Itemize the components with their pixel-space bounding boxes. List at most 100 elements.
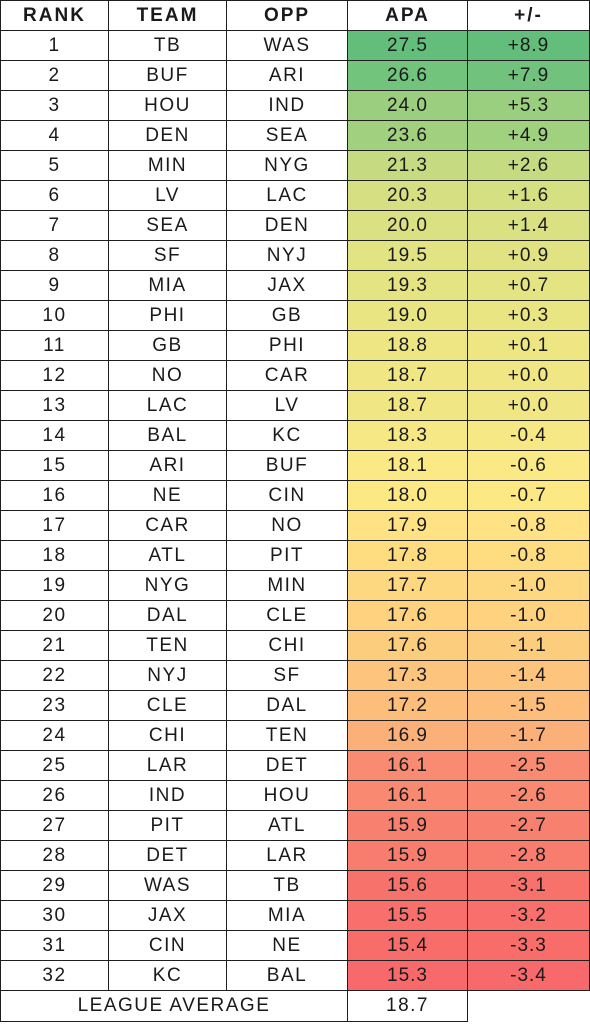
apa-cell: 23.6 (347, 120, 468, 151)
plus-minus-cell: -1.7 (467, 720, 590, 751)
apa-cell: 27.5 (347, 30, 468, 61)
table-row: 21 TEN CHI 17.6 -1.1 (0, 630, 590, 661)
team-cell: MIN (108, 150, 227, 181)
opp-cell: HOU (226, 780, 348, 811)
opp-cell: BAL (226, 960, 348, 991)
plus-minus-cell: -0.4 (467, 420, 590, 451)
rank-cell: 23 (0, 690, 109, 721)
opp-cell: LAC (226, 180, 348, 211)
team-cell: ARI (108, 450, 227, 481)
team-cell: SEA (108, 210, 227, 241)
apa-cell: 18.3 (347, 420, 468, 451)
opp-cell: BUF (226, 450, 348, 481)
plus-minus-cell: +5.3 (467, 90, 590, 121)
team-cell: IND (108, 780, 227, 811)
opp-cell: TEN (226, 720, 348, 751)
league-average-label: LEAGUE AVERAGE (0, 990, 348, 1022)
table-body: 1 TB WAS 27.5 +8.9 2 BUF ARI 26.6 +7.9 3 HOU IND 24.0… (0, 30, 590, 991)
team-cell: CIN (108, 930, 227, 961)
rank-cell: 2 (0, 60, 109, 91)
rank-cell: 13 (0, 390, 109, 421)
team-cell: WAS (108, 870, 227, 901)
opp-cell: LV (226, 390, 348, 421)
table-row: 17 CAR NO 17.9 -0.8 (0, 510, 590, 541)
table-row: 2 BUF ARI 26.6 +7.9 (0, 60, 590, 91)
header-team: TEAM (108, 0, 227, 31)
team-cell: LAR (108, 750, 227, 781)
plus-minus-cell: +8.9 (467, 30, 590, 61)
league-average-empty (467, 990, 590, 1022)
table-row: 24 CHI TEN 16.9 -1.7 (0, 720, 590, 751)
rank-cell: 22 (0, 660, 109, 691)
table-row: 7 SEA DEN 20.0 +1.4 (0, 210, 590, 241)
rank-cell: 9 (0, 270, 109, 301)
rank-cell: 1 (0, 30, 109, 61)
opp-cell: KC (226, 420, 348, 451)
apa-cell: 17.6 (347, 600, 468, 631)
team-cell: DET (108, 840, 227, 871)
apa-cell: 16.9 (347, 720, 468, 751)
team-cell: GB (108, 330, 227, 361)
team-cell: MIA (108, 270, 227, 301)
plus-minus-cell: -0.8 (467, 510, 590, 541)
rank-cell: 27 (0, 810, 109, 841)
opp-cell: TB (226, 870, 348, 901)
opp-cell: GB (226, 300, 348, 331)
rank-cell: 10 (0, 300, 109, 331)
table-row: 30 JAX MIA 15.5 -3.2 (0, 900, 590, 931)
header-row: RANK TEAM OPP APA +/- (0, 0, 590, 31)
table-row: 11 GB PHI 18.8 +0.1 (0, 330, 590, 361)
apa-cell: 17.3 (347, 660, 468, 691)
plus-minus-cell: +4.9 (467, 120, 590, 151)
league-average-row: LEAGUE AVERAGE 18.7 (0, 990, 590, 1022)
plus-minus-cell: -3.4 (467, 960, 590, 991)
apa-cell: 16.1 (347, 780, 468, 811)
plus-minus-cell: -2.6 (467, 780, 590, 811)
opp-cell: ARI (226, 60, 348, 91)
rank-cell: 8 (0, 240, 109, 271)
plus-minus-cell: +7.9 (467, 60, 590, 91)
opp-cell: NO (226, 510, 348, 541)
rank-cell: 25 (0, 750, 109, 781)
opp-cell: NYJ (226, 240, 348, 271)
league-average-value: 18.7 (347, 990, 468, 1022)
apa-cell: 15.9 (347, 840, 468, 871)
table-row: 25 LAR DET 16.1 -2.5 (0, 750, 590, 781)
table-row: 23 CLE DAL 17.2 -1.5 (0, 690, 590, 721)
rank-cell: 18 (0, 540, 109, 571)
team-cell: LAC (108, 390, 227, 421)
apa-cell: 17.7 (347, 570, 468, 601)
opp-cell: JAX (226, 270, 348, 301)
team-cell: NE (108, 480, 227, 511)
apa-cell: 18.7 (347, 390, 468, 421)
plus-minus-cell: -3.2 (467, 900, 590, 931)
table-row: 4 DEN SEA 23.6 +4.9 (0, 120, 590, 151)
table-row: 1 TB WAS 27.5 +8.9 (0, 30, 590, 61)
team-cell: CHI (108, 720, 227, 751)
plus-minus-cell: -2.8 (467, 840, 590, 871)
rank-cell: 29 (0, 870, 109, 901)
rank-cell: 5 (0, 150, 109, 181)
apa-cell: 21.3 (347, 150, 468, 181)
plus-minus-cell: +0.7 (467, 270, 590, 301)
plus-minus-cell: -0.6 (467, 450, 590, 481)
rank-cell: 16 (0, 480, 109, 511)
apa-cell: 17.8 (347, 540, 468, 571)
team-cell: CLE (108, 690, 227, 721)
plus-minus-cell: -1.5 (467, 690, 590, 721)
header-rank: RANK (0, 0, 109, 31)
plus-minus-cell: +2.6 (467, 150, 590, 181)
table-row: 27 PIT ATL 15.9 -2.7 (0, 810, 590, 841)
team-cell: TEN (108, 630, 227, 661)
team-cell: TB (108, 30, 227, 61)
team-cell: BAL (108, 420, 227, 451)
table-row: 12 NO CAR 18.7 +0.0 (0, 360, 590, 391)
plus-minus-cell: -0.8 (467, 540, 590, 571)
table-row: 14 BAL KC 18.3 -0.4 (0, 420, 590, 451)
opp-cell: LAR (226, 840, 348, 871)
opp-cell: NE (226, 930, 348, 961)
apa-cell: 16.1 (347, 750, 468, 781)
rank-cell: 4 (0, 120, 109, 151)
table-row: 6 LV LAC 20.3 +1.6 (0, 180, 590, 211)
